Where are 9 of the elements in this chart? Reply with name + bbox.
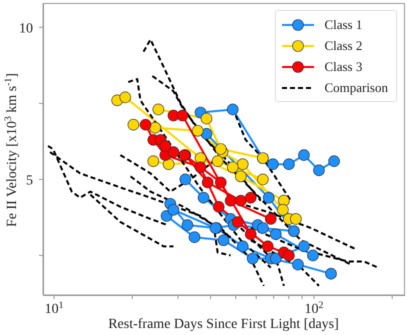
x-axis-title: Rest-frame Days Since First Light [days] xyxy=(107,317,340,333)
y-tick-label: 10 xyxy=(19,21,33,36)
legend-label: Comparison xyxy=(324,80,388,96)
x-tick-label: 10$^{2}$ xyxy=(304,300,324,317)
x-tick-label: 10$^{1}$ xyxy=(44,300,64,317)
legend-label: Class 1 xyxy=(324,16,362,32)
legend-label: Class 2 xyxy=(324,38,362,54)
y-tick-label: 5 xyxy=(26,173,33,188)
legend-label: Class 3 xyxy=(324,58,362,74)
